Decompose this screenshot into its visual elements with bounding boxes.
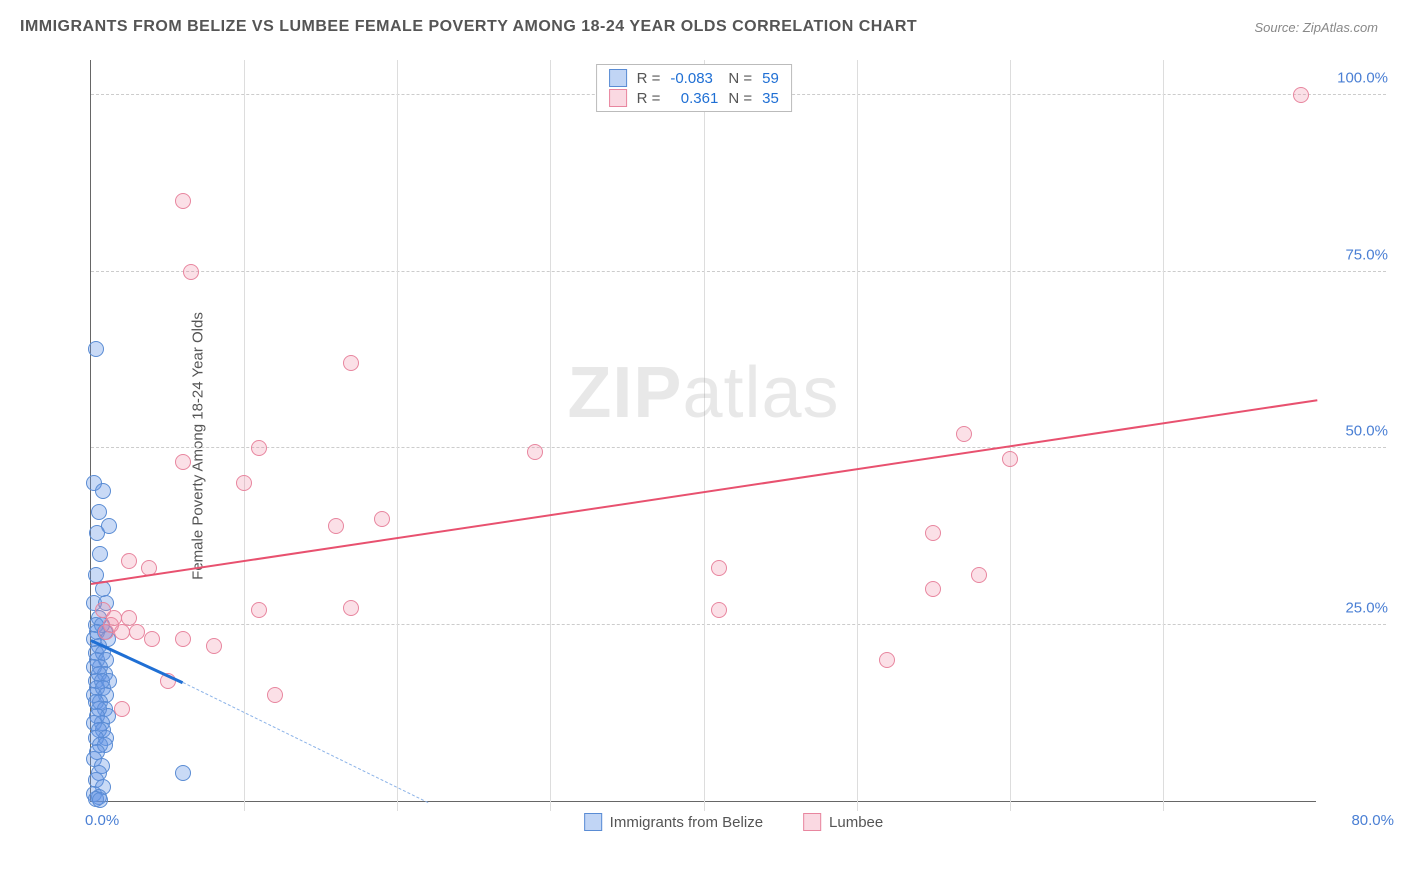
vgridline [244, 60, 245, 811]
data-point [328, 518, 344, 534]
r-label: R = [637, 90, 661, 107]
data-point [92, 792, 108, 808]
data-point [89, 525, 105, 541]
n-value-pink: 35 [762, 90, 779, 107]
data-point [374, 511, 390, 527]
data-point [121, 553, 137, 569]
vgridline [1010, 60, 1011, 811]
data-point [144, 631, 160, 647]
data-point [114, 701, 130, 717]
data-point [206, 638, 222, 654]
legend-swatch-pink [803, 813, 821, 831]
legend-item-pink: Lumbee [803, 813, 883, 831]
legend-swatch-blue [609, 69, 627, 87]
data-point [1002, 451, 1018, 467]
vgridline [857, 60, 858, 811]
legend-item-blue: Immigrants from Belize [584, 813, 763, 831]
watermark: ZIPatlas [567, 352, 839, 434]
data-point [236, 475, 252, 491]
plot-area: ZIPatlas R = -0.083 N = 59 R = 0.361 N =… [90, 60, 1316, 802]
data-point [925, 581, 941, 597]
data-point [956, 426, 972, 442]
legend-row-pink: R = 0.361 N = 35 [609, 89, 779, 107]
gridline [91, 271, 1386, 272]
x-tick-max: 80.0% [1351, 812, 1394, 829]
data-point [343, 355, 359, 371]
y-tick-label: 100.0% [1337, 70, 1388, 87]
legend-correlation: R = -0.083 N = 59 R = 0.361 N = 35 [596, 64, 792, 112]
trend-line-dashed [183, 682, 429, 803]
legend-label-blue: Immigrants from Belize [610, 814, 763, 831]
data-point [251, 602, 267, 618]
source-credit: Source: ZipAtlas.com [1254, 20, 1378, 35]
gridline [91, 447, 1386, 448]
data-point [925, 525, 941, 541]
data-point [91, 504, 107, 520]
gridline [91, 624, 1386, 625]
n-label: N = [728, 90, 752, 107]
data-point [88, 341, 104, 357]
legend-swatch-blue [584, 813, 602, 831]
data-point [527, 444, 543, 460]
data-point [711, 602, 727, 618]
legend-series: Immigrants from Belize Lumbee [584, 813, 884, 831]
legend-label-pink: Lumbee [829, 814, 883, 831]
y-tick-label: 25.0% [1345, 599, 1388, 616]
data-point [711, 560, 727, 576]
watermark-light: atlas [682, 353, 839, 433]
vgridline [397, 60, 398, 811]
y-tick-label: 50.0% [1345, 423, 1388, 440]
data-point [175, 765, 191, 781]
data-point [343, 600, 359, 616]
n-value-blue: 59 [762, 70, 779, 87]
data-point [183, 264, 199, 280]
vgridline [1163, 60, 1164, 811]
legend-row-blue: R = -0.083 N = 59 [609, 69, 779, 87]
watermark-bold: ZIP [567, 353, 682, 433]
data-point [971, 567, 987, 583]
data-point [92, 546, 108, 562]
data-point [95, 483, 111, 499]
legend-swatch-pink [609, 89, 627, 107]
x-tick-min: 0.0% [85, 812, 119, 829]
vgridline [704, 60, 705, 811]
data-point [175, 631, 191, 647]
data-point [175, 454, 191, 470]
data-point [129, 624, 145, 640]
chart-container: Female Poverty Among 18-24 Year Olds ZIP… [50, 60, 1396, 832]
data-point [251, 440, 267, 456]
chart-title: IMMIGRANTS FROM BELIZE VS LUMBEE FEMALE … [20, 18, 917, 36]
data-point [98, 624, 114, 640]
data-point [114, 624, 130, 640]
r-value-pink: 0.361 [670, 90, 718, 107]
data-point [267, 687, 283, 703]
r-label: R = [637, 70, 661, 87]
r-value-blue: -0.083 [670, 70, 718, 87]
n-label: N = [728, 70, 752, 87]
data-point [1293, 87, 1309, 103]
data-point [175, 193, 191, 209]
y-tick-label: 75.0% [1345, 246, 1388, 263]
data-point [879, 652, 895, 668]
vgridline [550, 60, 551, 811]
